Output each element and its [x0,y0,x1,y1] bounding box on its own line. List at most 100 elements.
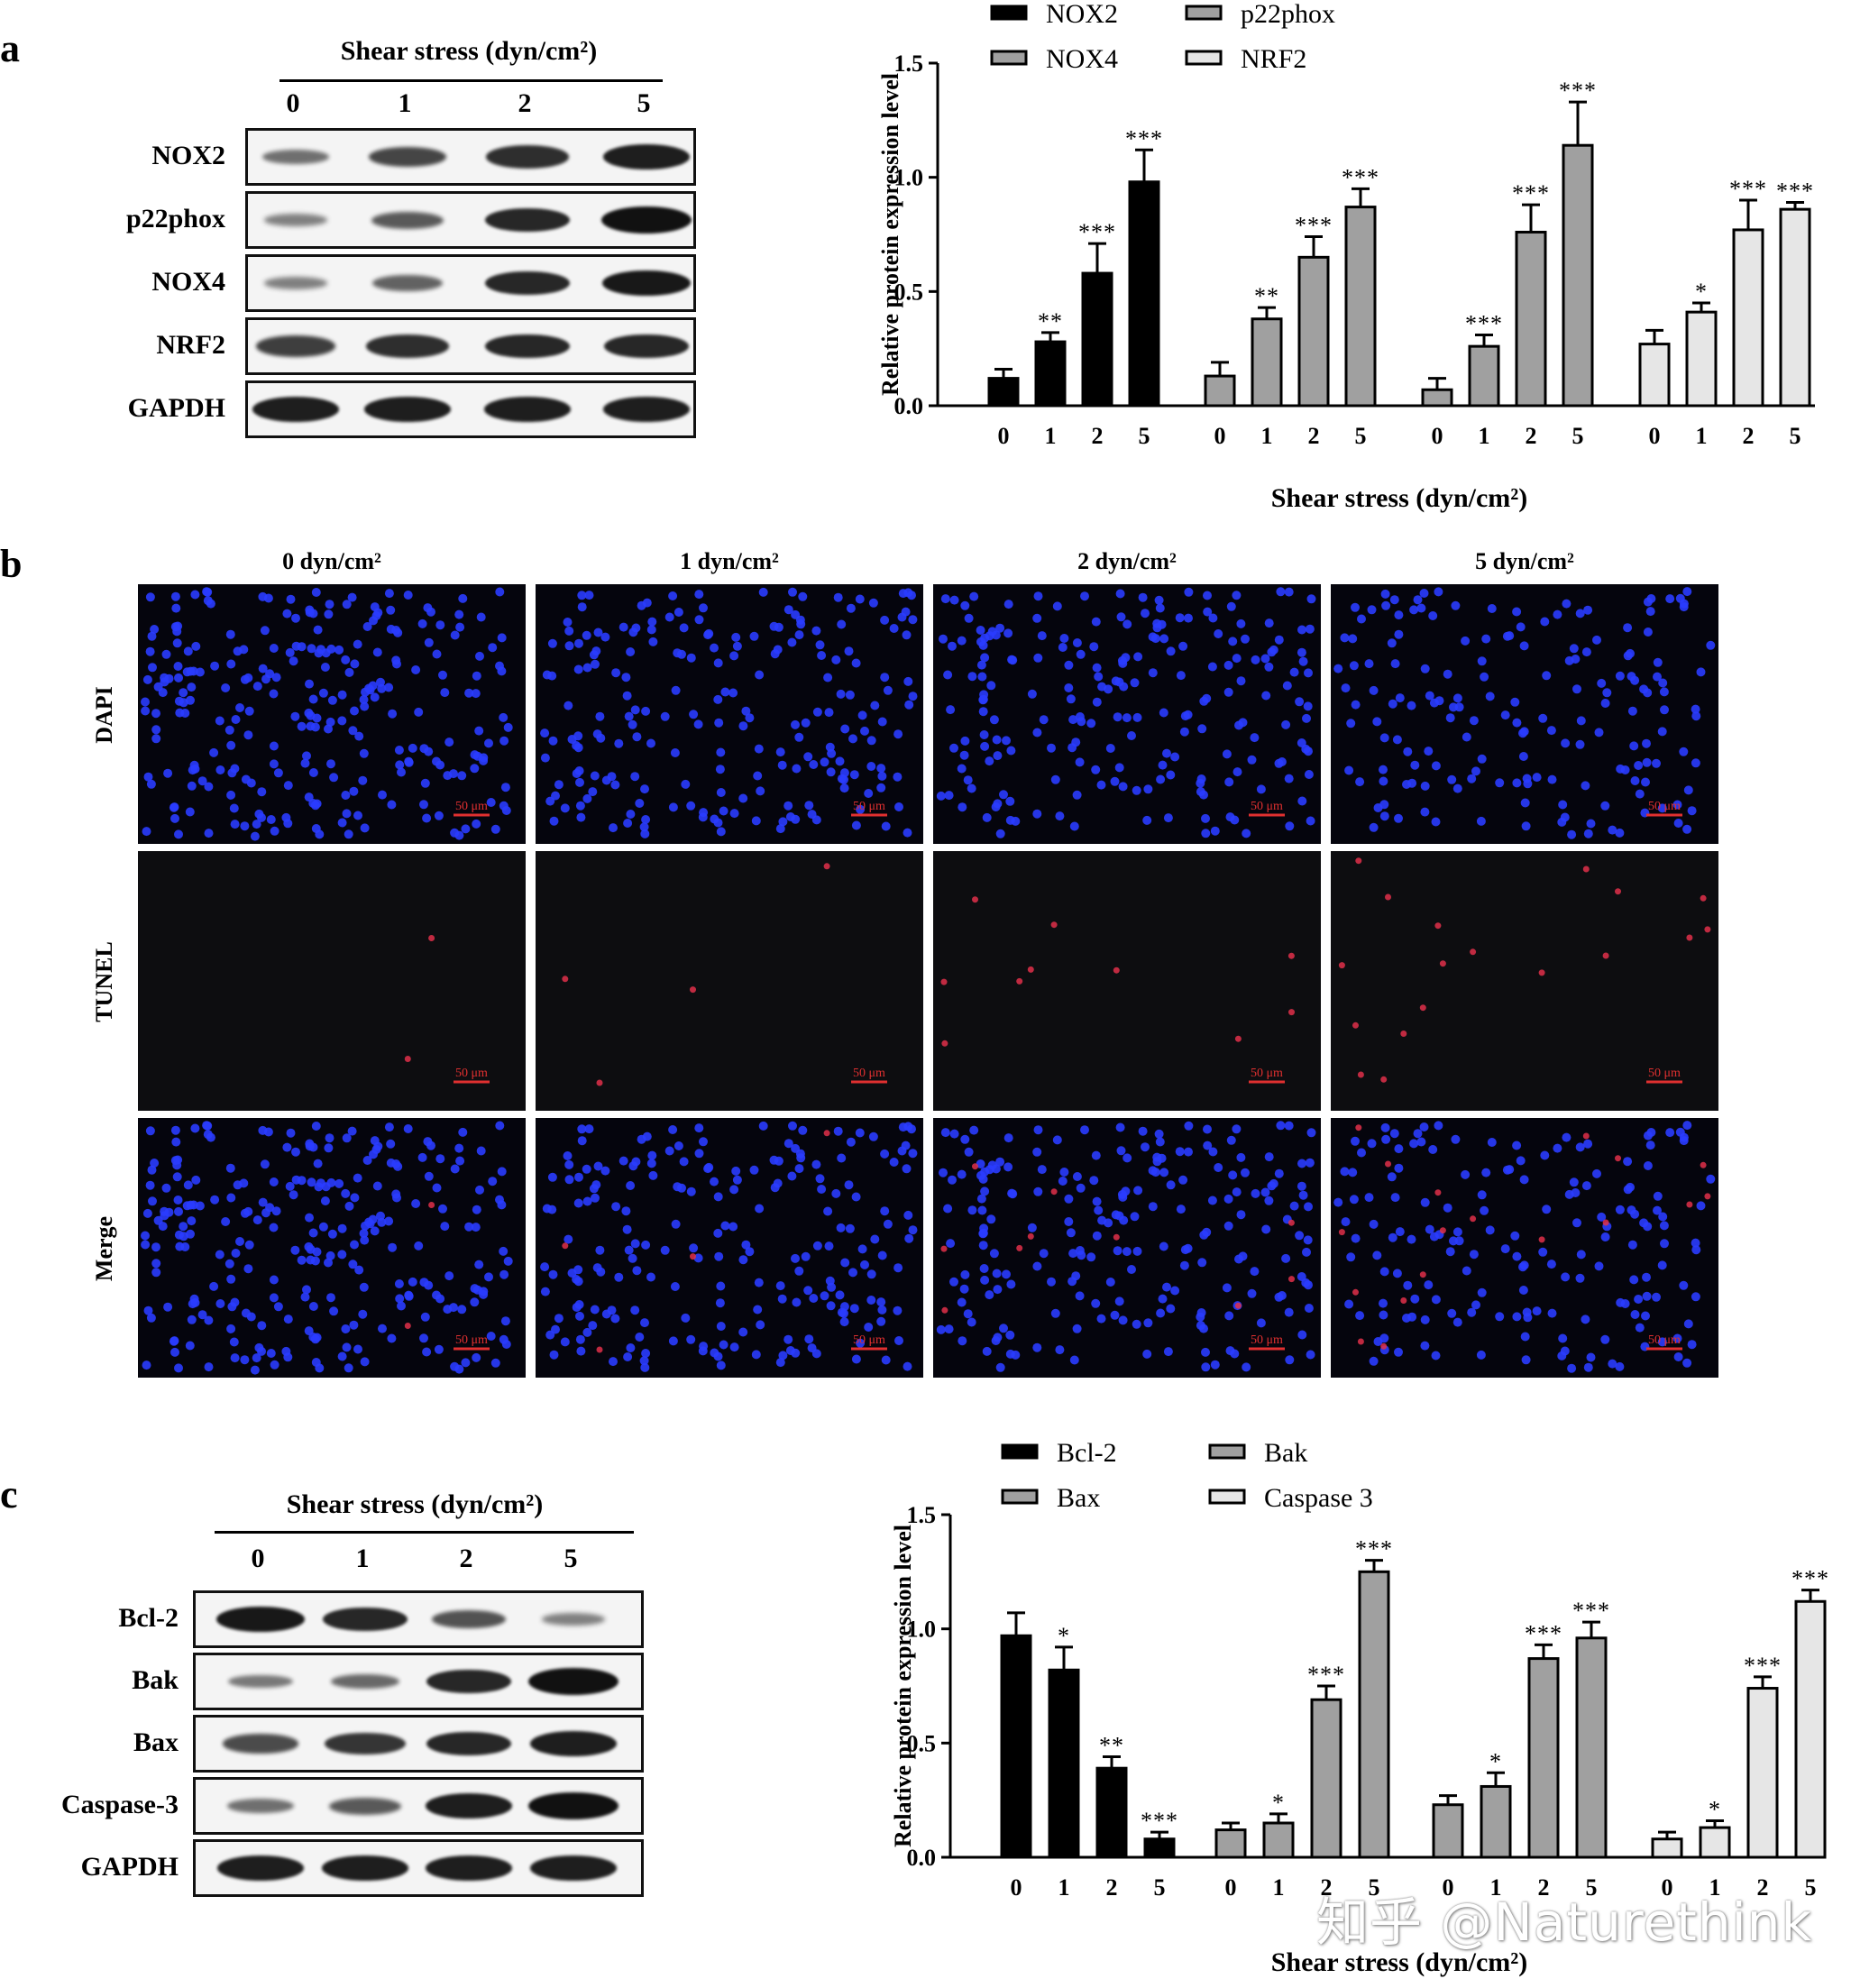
legend-swatch-nox2 [992,6,1026,19]
nucleus [148,663,157,672]
nucleus [730,809,739,818]
tunel-positive-cell [1434,922,1441,929]
nucleus [1251,1189,1260,1198]
nucleus [361,1357,370,1366]
nucleus [345,668,354,677]
nucleus [1660,1221,1669,1230]
nucleus [1047,744,1056,753]
nucleus [187,1216,196,1225]
nucleus [341,1324,350,1333]
nucleus [1432,1351,1441,1360]
nucleus [174,1196,183,1205]
nucleus [1368,1139,1377,1148]
nucleus [1297,648,1306,657]
nucleus [1348,1168,1357,1177]
nucleus [669,1336,678,1345]
nucleus [788,588,797,597]
nucleus [257,813,266,822]
nucleus [1080,1125,1089,1134]
tunel-positive-cell [1583,1133,1590,1140]
nucleus [350,1193,359,1202]
nucleus [647,618,656,627]
tunel-positive-cell [1352,1289,1359,1296]
bar-bak-1 [1264,1823,1293,1857]
nucleus [1228,637,1237,646]
nucleus [337,1250,346,1259]
tunel-positive-cell [1704,926,1710,932]
nucleus [791,1349,800,1358]
nucleus [421,779,430,788]
nucleus [325,1133,334,1142]
nucleus [369,616,378,625]
nucleus [733,642,742,651]
nucleus [980,1276,989,1285]
nucleus [640,784,649,793]
nucleus [1520,641,1529,650]
tunel-positive-cell [941,1246,948,1252]
nucleus [1003,628,1013,637]
nucleus [141,698,150,707]
nucleus [738,721,747,730]
significance-marker: *** [1295,213,1333,239]
band-label-bax: Bax [0,1727,179,1758]
x-tick-label: 2 [1308,423,1320,449]
nucleus [1117,612,1126,621]
blot-row-p22phox [245,191,696,249]
nucleus [1184,710,1193,719]
nucleus [1059,634,1068,643]
x-tick-label: 1 [1696,423,1708,449]
nucleus [840,1317,849,1326]
nucleus [825,1241,834,1251]
nucleus [729,651,738,660]
nucleus [1372,717,1381,726]
nucleus [1451,1135,1460,1144]
nucleus [626,1181,635,1190]
nucleus [986,1214,995,1223]
nucleus [1070,822,1079,831]
nucleus [1086,719,1095,728]
nucleus [1224,1195,1233,1204]
nucleus [1522,1355,1531,1364]
tunel-positive-cell [1235,1303,1242,1309]
nucleus [1178,1176,1187,1185]
nucleus [993,1285,1002,1294]
nucleus [846,691,855,700]
nucleus [977,1206,986,1215]
nucleus [395,746,404,755]
nucleus [964,1309,973,1318]
nucleus [977,1195,986,1204]
nucleus [1285,1355,1294,1364]
nucleus [979,707,988,716]
shear-stress-header: Shear stress (dyn/cm²) [270,36,667,67]
nucleus [808,1343,817,1352]
nucleus [1486,692,1495,701]
nucleus [949,744,958,753]
nucleus [1403,747,1412,756]
nucleus [498,633,507,642]
nucleus [631,705,640,714]
nucleus [411,1199,420,1208]
nucleus [1642,739,1651,748]
tunel-positive-cell [941,1040,948,1047]
nucleus [869,1132,878,1141]
nucleus [717,788,726,797]
scale-bar-label: 50 μm [1251,1333,1283,1347]
protein-band [323,1608,408,1632]
nucleus [1601,1232,1610,1241]
nucleus [614,739,623,748]
tunel-positive-cell [1615,1155,1621,1161]
nucleus [225,726,234,735]
nucleus [909,1225,918,1234]
nucleus [282,1143,291,1152]
nucleus [958,765,967,774]
nucleus [677,1184,686,1193]
nucleus [1409,1139,1418,1148]
nucleus [435,620,444,629]
significance-marker: *** [1465,310,1503,336]
nucleus [903,1164,912,1173]
nucleus [668,591,677,600]
nucleus [261,1159,270,1168]
nucleus [825,708,834,717]
nucleus [1149,632,1158,641]
tunel-positive-cell [1380,1343,1387,1350]
